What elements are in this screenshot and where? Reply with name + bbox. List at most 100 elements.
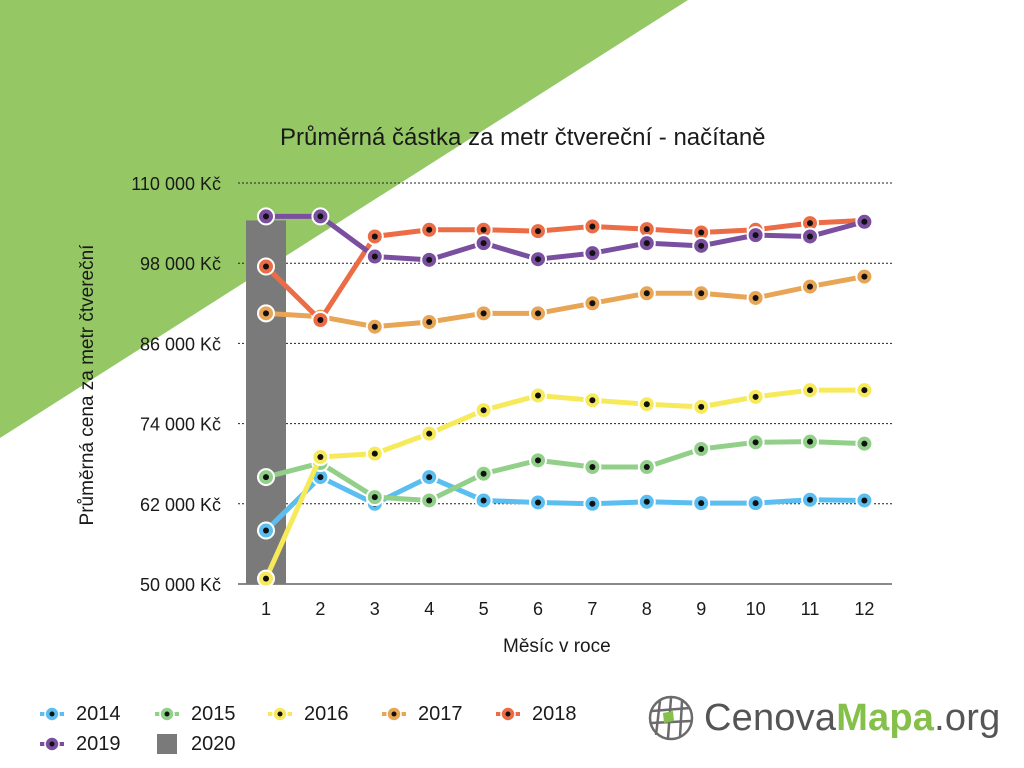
legend-swatch-2016 bbox=[268, 706, 292, 722]
x-tick-label: 11 bbox=[801, 599, 820, 619]
data-point-dot bbox=[535, 457, 541, 464]
series-line-2016 bbox=[263, 387, 867, 582]
data-point-dot bbox=[589, 500, 596, 507]
data-point-dot bbox=[807, 387, 813, 394]
x-tick-label: 7 bbox=[587, 599, 597, 619]
data-point-dot bbox=[589, 464, 596, 471]
data-point-dot bbox=[426, 497, 433, 504]
x-tick-label: 3 bbox=[370, 599, 380, 619]
data-point-dot bbox=[426, 474, 433, 481]
legend-swatch-2019 bbox=[40, 736, 64, 752]
grid-layer bbox=[238, 182, 892, 585]
y-tick-label: 98 000 Kč bbox=[140, 254, 221, 274]
data-point-dot bbox=[861, 218, 868, 225]
series-2017 bbox=[257, 267, 874, 336]
x-tick-label: 12 bbox=[854, 599, 874, 619]
series-2016 bbox=[257, 381, 874, 588]
legend-item-2019: 2019 bbox=[40, 730, 121, 758]
data-point-dot bbox=[317, 213, 324, 220]
x-axis-label: Měsíc v roce bbox=[503, 636, 611, 657]
data-point-dot bbox=[698, 242, 705, 249]
data-point-dot bbox=[371, 253, 378, 260]
data-point-dot bbox=[752, 232, 759, 239]
legend-label: 2019 bbox=[76, 732, 121, 755]
legend: 2014 2015 2016 2017 2018 2019 2020 bbox=[40, 700, 640, 764]
legend-item-2020: 2020 bbox=[155, 730, 236, 758]
legend-swatch-2014 bbox=[40, 706, 64, 722]
data-point-dot bbox=[371, 323, 378, 330]
logo-suffix: .org bbox=[934, 696, 1001, 739]
data-point-dot bbox=[752, 393, 759, 400]
data-point-dot bbox=[426, 319, 433, 326]
legend-bar-swatch bbox=[157, 734, 177, 754]
data-point-dot bbox=[589, 223, 596, 230]
legend-label: 2015 bbox=[191, 702, 236, 725]
legend-swatch-2015 bbox=[155, 706, 179, 722]
x-tick-label: 2 bbox=[315, 599, 325, 619]
data-point-dot bbox=[263, 310, 269, 317]
data-point-dot bbox=[426, 430, 433, 437]
legend-marker-dot bbox=[49, 711, 55, 717]
data-point-dot bbox=[480, 226, 487, 233]
legend-swatch-2017 bbox=[382, 706, 406, 722]
series-line-2014 bbox=[263, 474, 867, 534]
data-point-dot bbox=[317, 454, 324, 461]
y-tick-label: 62 000 Kč bbox=[140, 495, 221, 515]
y-tick-labels: 50 000 Kč 62 000 Kč 74 000 Kč 86 000 Kč 98 0… bbox=[131, 174, 221, 595]
y-tick-label: 74 000 Kč bbox=[140, 415, 221, 435]
x-tick-labels: 1 2 3 4 5 6 7 8 9 10 11 12 bbox=[261, 599, 874, 619]
data-point-dot bbox=[535, 310, 541, 317]
data-point-dot bbox=[643, 290, 650, 297]
legend-item-2015: 2015 bbox=[155, 700, 236, 728]
data-point-dot bbox=[861, 273, 868, 280]
legend-label: 2018 bbox=[532, 702, 577, 725]
y-axis-label: Průměrná cena za metr čtvereční bbox=[77, 244, 98, 526]
data-point-dot bbox=[861, 440, 868, 447]
data-point-dot bbox=[752, 294, 759, 301]
legend-item-2018: 2018 bbox=[496, 700, 577, 728]
data-point-dot bbox=[643, 464, 650, 471]
data-point-dot bbox=[263, 575, 269, 582]
data-point-dot bbox=[589, 300, 596, 307]
data-point-dot bbox=[752, 500, 759, 507]
series-2019 bbox=[257, 207, 874, 269]
x-tick-label: 1 bbox=[261, 599, 271, 619]
y-tick-label: 110 000 Kč bbox=[131, 174, 221, 194]
data-point-dot bbox=[807, 438, 813, 445]
data-point-dot bbox=[371, 233, 378, 240]
data-point-dot bbox=[535, 392, 541, 399]
series-layer bbox=[257, 207, 874, 588]
data-point-dot bbox=[643, 401, 650, 408]
data-point-dot bbox=[535, 499, 541, 506]
y-tick-label: 50 000 Kč bbox=[140, 575, 221, 595]
chart-title: Průměrná částka za metr čtvereční - načí… bbox=[280, 124, 766, 151]
cenovamapa-logo: CenovaMapa.org bbox=[646, 688, 1000, 748]
data-point-dot bbox=[371, 494, 378, 501]
data-point-dot bbox=[263, 263, 269, 270]
data-point-dot bbox=[371, 450, 378, 457]
data-point-dot bbox=[426, 256, 433, 263]
data-point-dot bbox=[317, 474, 324, 481]
logo-text: CenovaMapa.org bbox=[704, 697, 1000, 740]
data-point-dot bbox=[698, 403, 705, 410]
legend-label: 2014 bbox=[76, 702, 121, 725]
series-line-2019 bbox=[263, 213, 867, 263]
data-point-dot bbox=[698, 445, 705, 452]
data-point-dot bbox=[263, 527, 269, 534]
data-point-dot bbox=[480, 310, 487, 317]
data-point-dot bbox=[643, 498, 650, 505]
data-point-dot bbox=[698, 229, 705, 236]
x-tick-label: 10 bbox=[746, 599, 766, 619]
data-point-dot bbox=[861, 497, 868, 504]
legend-marker-dot bbox=[277, 711, 283, 717]
data-point-dot bbox=[263, 213, 269, 220]
legend-marker-dot bbox=[164, 711, 170, 717]
legend-item-2016: 2016 bbox=[268, 700, 349, 728]
data-point-dot bbox=[807, 220, 813, 227]
legend-marker-dot bbox=[49, 741, 55, 747]
data-point-dot bbox=[480, 240, 487, 247]
legend-label: 2020 bbox=[191, 732, 236, 755]
data-point-dot bbox=[752, 439, 759, 446]
